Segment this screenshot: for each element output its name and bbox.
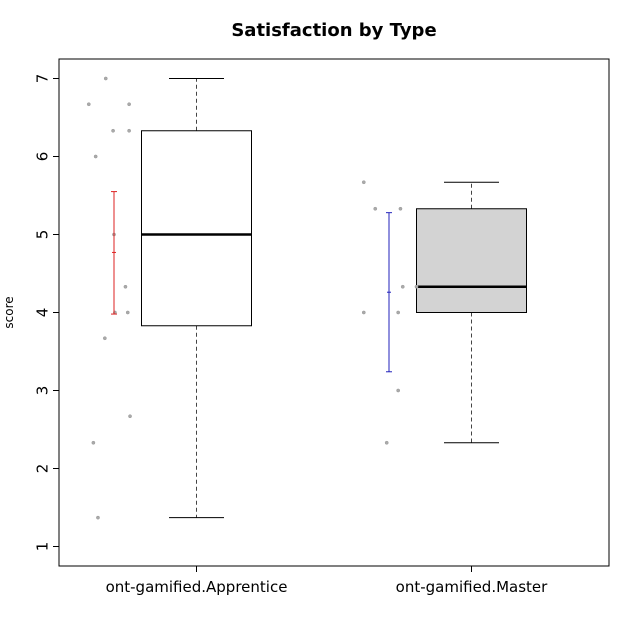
iqr-box	[141, 130, 252, 327]
y-tick-label: 7	[33, 74, 51, 84]
iqr-box	[416, 208, 527, 313]
data-point	[102, 336, 107, 341]
x-category-label: ont-gamified.Master	[396, 578, 548, 596]
data-point	[91, 440, 96, 445]
data-point	[384, 440, 389, 445]
data-point	[396, 388, 401, 393]
x-category-label: ont-gamified.Apprentice	[106, 578, 288, 596]
data-point	[398, 206, 403, 211]
data-point	[96, 515, 100, 520]
data-point	[127, 128, 131, 133]
data-point	[396, 310, 401, 315]
data-point	[361, 180, 366, 185]
data-point	[400, 284, 405, 289]
y-tick-label: 4	[33, 308, 51, 318]
box-group	[86, 76, 252, 520]
data-point	[103, 76, 108, 81]
data-point	[414, 284, 419, 289]
data-point	[125, 310, 130, 315]
data-point	[373, 206, 378, 211]
box-group	[361, 180, 527, 445]
data-point	[128, 414, 132, 419]
y-tick-label: 5	[33, 230, 51, 240]
y-axis-title: score	[2, 296, 16, 328]
box-groups	[86, 76, 527, 520]
data-point	[86, 102, 91, 107]
x-axis: ont-gamified.Apprentice ont-gamified.Mast…	[106, 566, 548, 596]
y-axis: 1 2 3 4 5 6 7	[33, 74, 59, 552]
data-point	[361, 310, 366, 315]
data-point	[123, 284, 128, 289]
y-tick-label: 2	[33, 464, 51, 474]
y-tick-label: 3	[33, 386, 51, 396]
data-point	[93, 154, 98, 159]
data-point	[111, 128, 115, 133]
y-tick-label: 1	[33, 542, 51, 552]
y-tick-label: 6	[33, 152, 51, 162]
chart-title: Satisfaction by Type	[231, 20, 436, 41]
data-point	[127, 102, 131, 107]
